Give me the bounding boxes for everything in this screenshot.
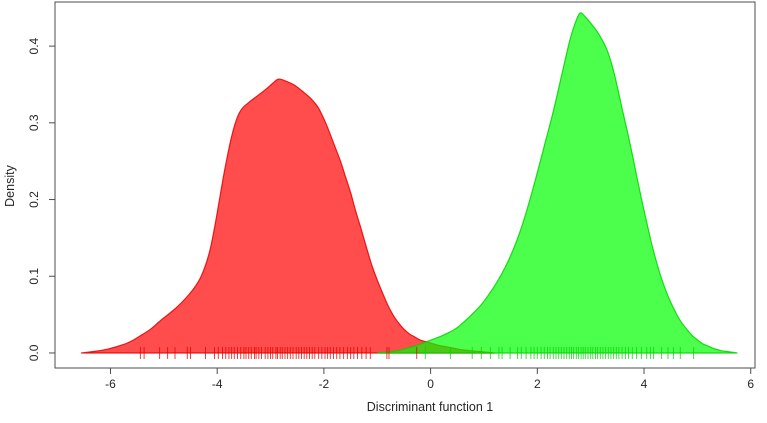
x-axis: -6 -4 -2 0 2 4 6 bbox=[105, 368, 754, 391]
y-tick-label: 0.1 bbox=[27, 268, 41, 285]
x-tick-label: 4 bbox=[641, 377, 648, 391]
x-tick-label: 6 bbox=[747, 377, 754, 391]
rug-marks bbox=[139, 347, 695, 359]
density-area-group-green bbox=[377, 12, 738, 354]
x-axis-title: Discriminant function 1 bbox=[367, 400, 493, 414]
x-tick-label: 0 bbox=[427, 377, 434, 391]
y-tick-label: 0.4 bbox=[27, 37, 41, 54]
y-axis: 0.0 0.1 0.2 0.3 0.4 bbox=[27, 37, 55, 361]
density-areas bbox=[81, 12, 738, 354]
x-tick-label: 2 bbox=[534, 377, 541, 391]
y-tick-label: 0.3 bbox=[27, 114, 41, 131]
y-tick-label: 0.2 bbox=[27, 191, 41, 208]
x-tick-label: -4 bbox=[212, 377, 223, 391]
x-tick-label: -2 bbox=[319, 377, 330, 391]
x-tick-label: -6 bbox=[105, 377, 116, 391]
y-tick-label: 0.0 bbox=[27, 344, 41, 361]
plot-border-box bbox=[54, 1, 756, 369]
density-area-group-red bbox=[81, 78, 495, 354]
y-axis-title: Density bbox=[3, 164, 17, 206]
